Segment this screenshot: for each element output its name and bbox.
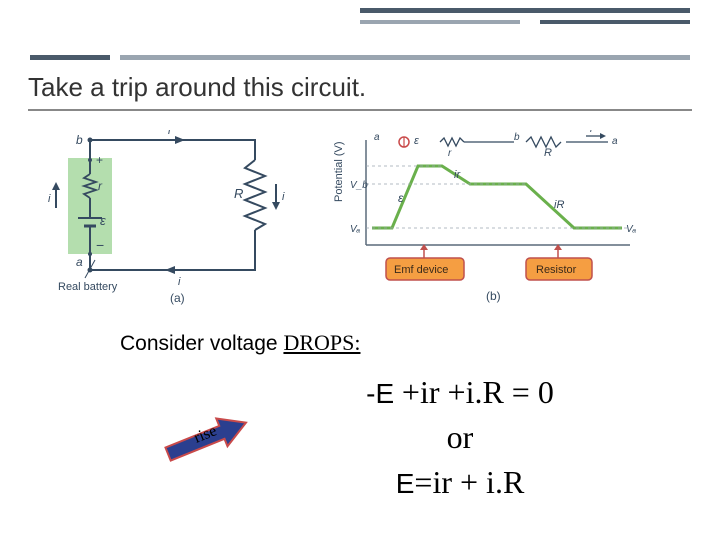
emf-device-box: Emf device [394,264,448,276]
resistor-box: Resistor [536,264,577,276]
consider-prefix: Consider voltage [120,332,283,355]
a-right: a [612,136,618,147]
eq1-rest: +ir +i.R = 0 [402,374,554,410]
real-battery-label: Real battery [58,281,118,293]
rise-arrow: rise [150,400,270,460]
i-top: i [590,130,593,135]
fig-b-label: (b) [486,289,501,303]
eq-line-3: E=ir + i.R [300,460,620,505]
minus-sign: − [96,237,104,253]
eq1-minusE: -E [366,378,402,409]
consider-drops: DROPS: [283,330,360,355]
circuit-diagram: i i i i b a + − r ε R Real battery (a) [40,130,320,305]
eq-line-2: or [300,415,620,460]
eq3-rest: =ir + i.R [414,464,524,500]
b-top: b [514,132,520,143]
i-label-bottom: i [178,276,181,288]
Va-left: Vₐ [350,224,361,235]
figures-row: i i i i b a + − r ε R Real battery (a) [40,130,680,310]
plus-sign: + [96,153,103,167]
i-label-top: i [168,130,171,137]
slide-title: Take a trip around this circuit. [28,72,692,111]
slide-title-container: Take a trip around this circuit. [28,72,692,111]
iR-drop: iR [554,199,564,211]
ylabel: Potential (V) [333,141,345,202]
Vb-label: V_b [350,180,368,191]
emf-rise: ε [398,191,404,205]
node-b: b [76,133,83,147]
emf-top: ε [414,135,419,147]
a-left: a [374,132,380,143]
eq3-E: E [396,468,415,499]
emf-label: ε [100,213,106,228]
r-top: r [448,148,452,159]
slide-top-decoration [0,0,720,70]
node-a: a [76,255,83,269]
Va-right: Vₐ [626,224,637,235]
R-label: R [234,186,243,201]
i-label-left: i [48,193,51,205]
R-top: R [544,147,552,159]
fig-a-label: (a) [170,291,185,305]
eq-line-1: -E +ir +i.R = 0 [300,370,620,415]
equations: -E +ir +i.R = 0 or E=ir + i.R [300,370,620,504]
consider-line: Consider voltage DROPS: [120,330,360,356]
i-label-right: i [282,191,285,203]
potential-graph: Potential (V) ε r b R i a a [330,130,680,305]
